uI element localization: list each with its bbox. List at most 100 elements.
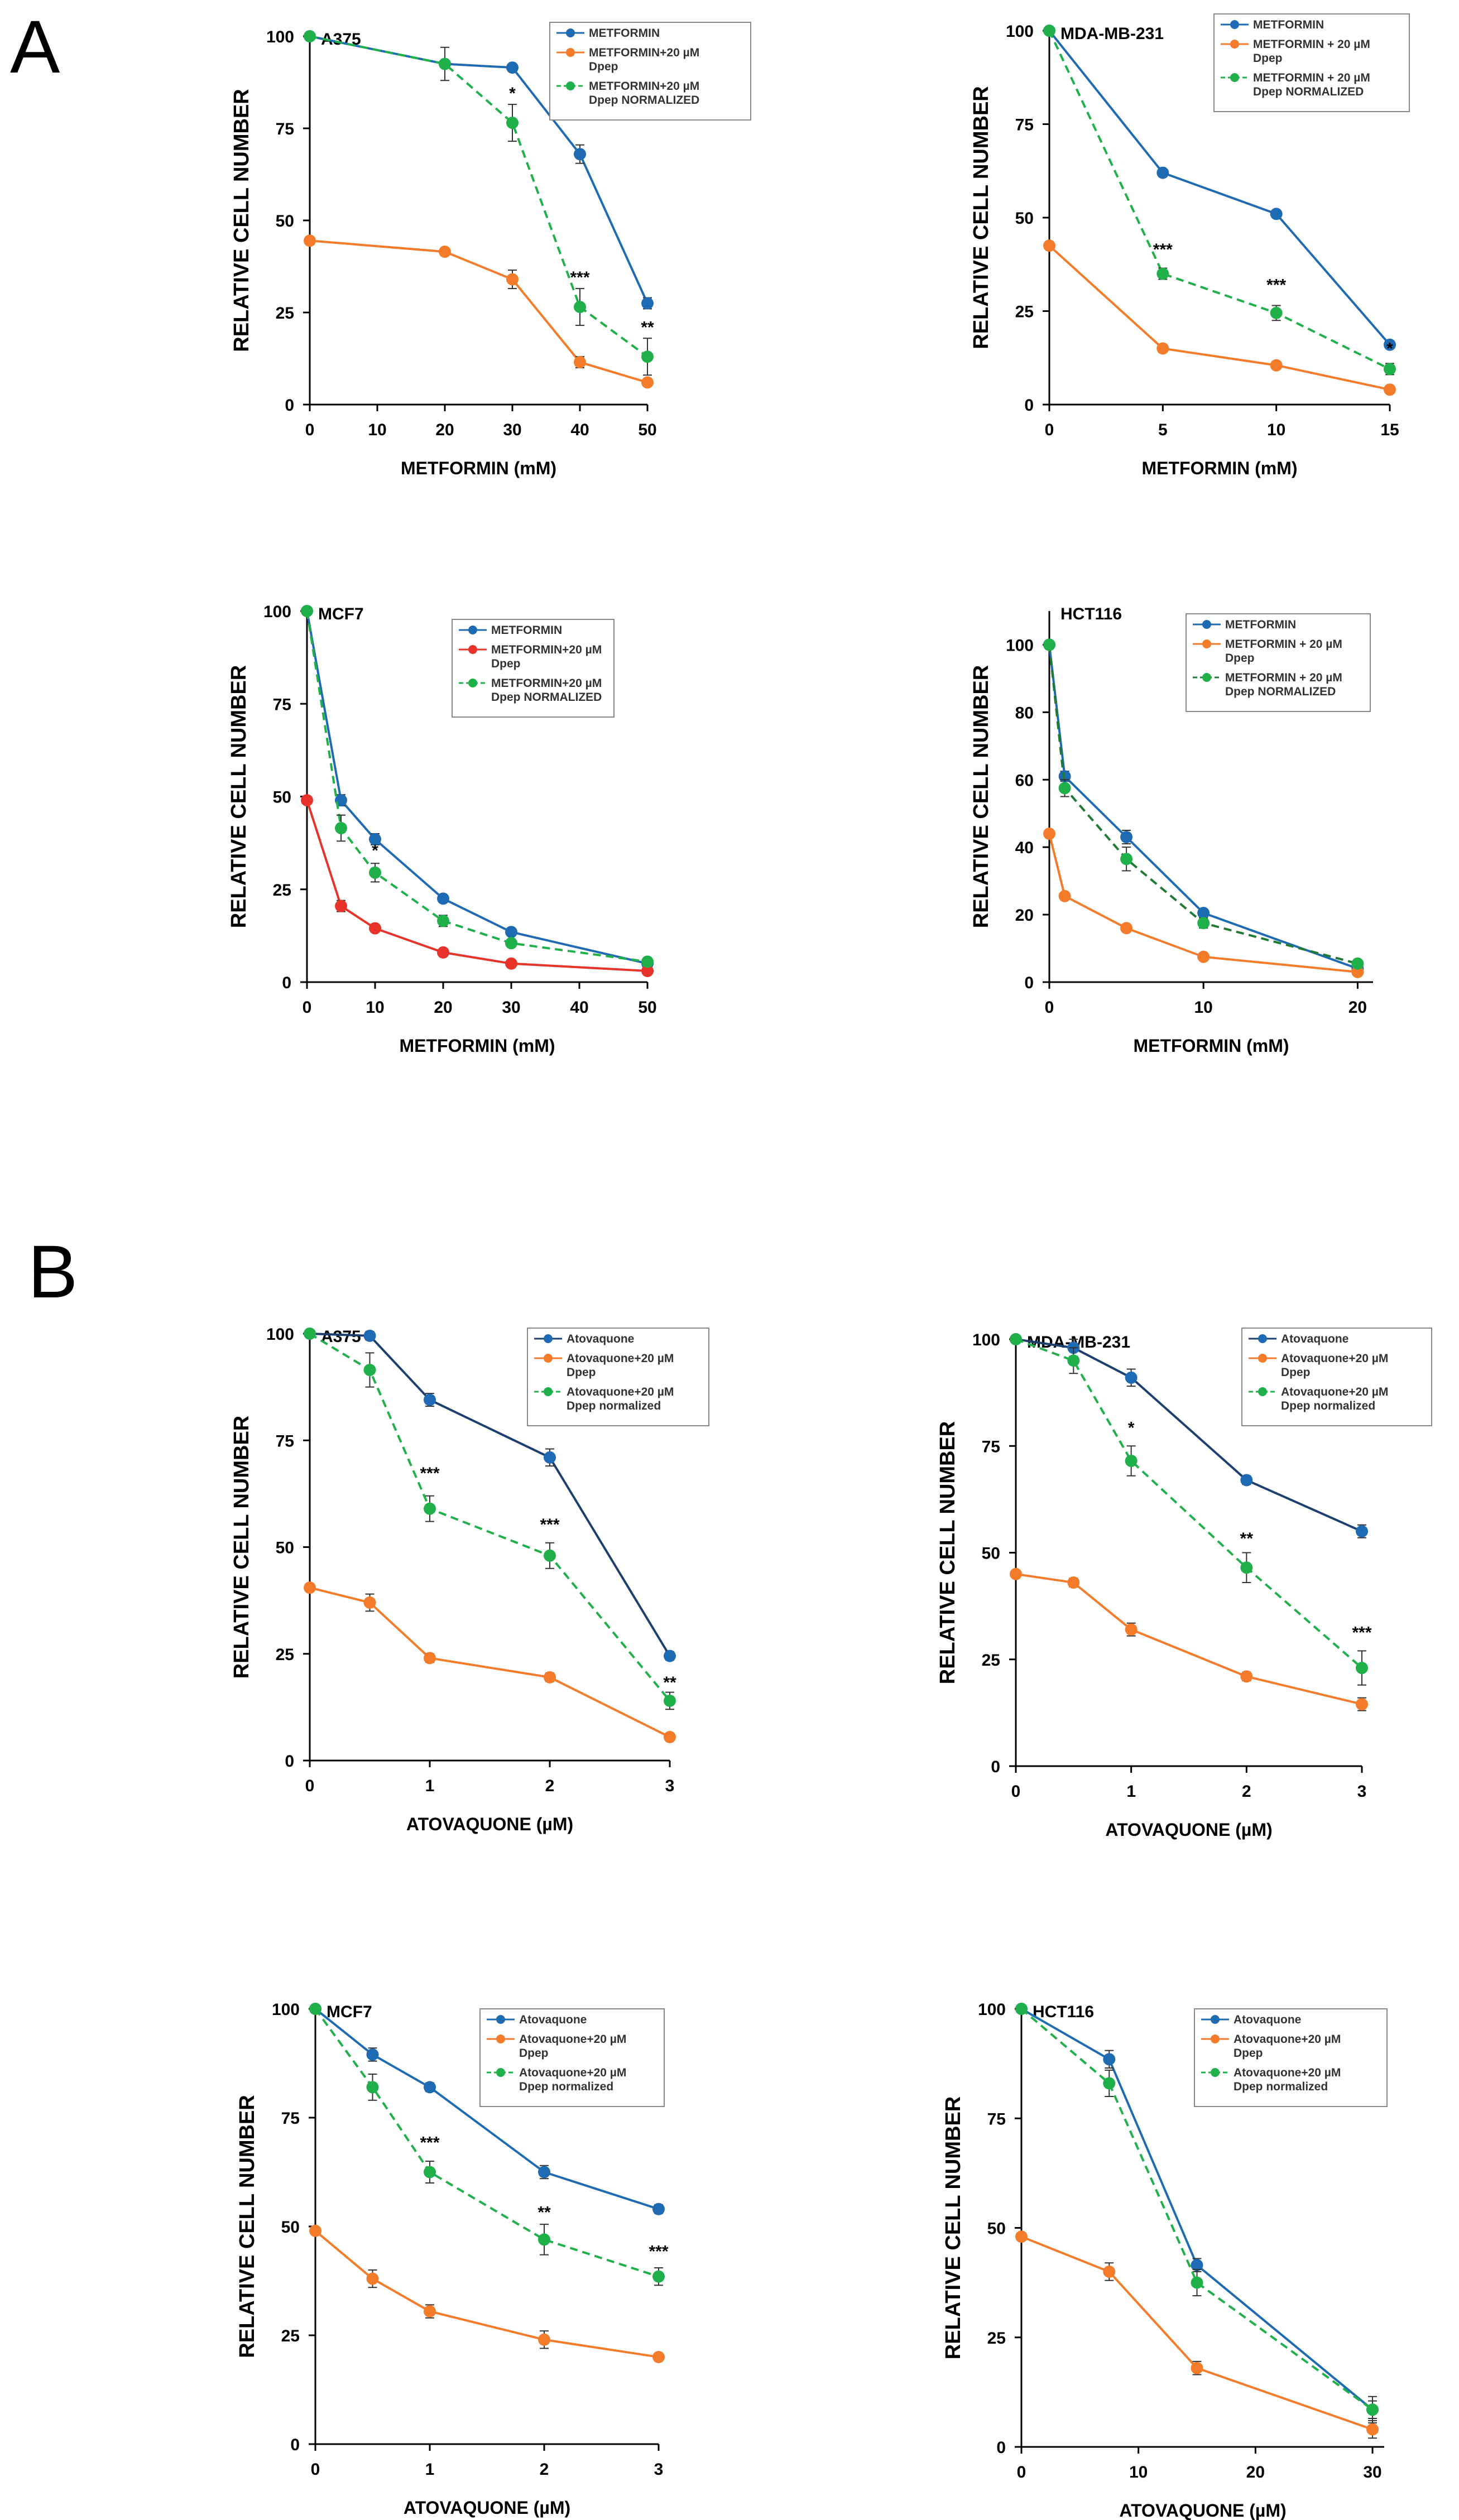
y-tick-label: 50 [281, 2218, 300, 2237]
data-point [1197, 950, 1210, 963]
data-point [439, 57, 451, 70]
x-tick-label: 0 [305, 421, 315, 439]
data-point [544, 1671, 556, 1684]
legend-label: Atovaquone+20 µM [567, 1352, 674, 1365]
data-point [1270, 359, 1283, 372]
data-point [1351, 965, 1364, 978]
legend-label: METFORMIN [491, 624, 562, 637]
data-point [363, 1364, 376, 1377]
series-line [309, 35, 649, 358]
y-axis-title: RELATIVE CELL NUMBER [970, 86, 993, 349]
series-line [1021, 2235, 1373, 2431]
chart-3: 0 25 50 75 100 0 10 20 30 40 50 METFORMIN (mM) RELAT… [227, 603, 657, 1056]
x-tick-label: 30 [502, 998, 520, 1017]
series-2 [309, 2224, 665, 2363]
x-tick-label: 20 [435, 421, 454, 439]
data-point [1015, 2003, 1028, 2015]
legend-label: Dpep NORMALIZED [1253, 85, 1364, 98]
legend-swatch-marker [1211, 2015, 1220, 2024]
y-tick-label: 0 [991, 1758, 1000, 1776]
x-tick-label: 3 [1357, 1782, 1367, 1801]
legend-label: Dpep normalized [1234, 2080, 1328, 2093]
legend-swatch-marker [468, 626, 477, 634]
legend-label: Atovaquone+20 µM [1281, 1386, 1388, 1398]
data-point [369, 833, 381, 845]
significance-label: ** [1240, 1530, 1254, 1548]
significance-label: *** [420, 1464, 439, 1483]
legend-swatch-marker [496, 2068, 505, 2077]
legend-label: Atovaquone+20 µM [1234, 2066, 1341, 2079]
data-point [1366, 2403, 1379, 2416]
series-line [1015, 1338, 1363, 1669]
data-point [1043, 828, 1055, 840]
legend-swatch-marker [496, 2015, 505, 2024]
y-tick-label: 0 [996, 2439, 1006, 2457]
significance-label: ** [641, 318, 654, 336]
significance-label: *** [1352, 1624, 1371, 1642]
legend-swatch-marker [468, 645, 477, 654]
legend-box [1194, 2008, 1388, 2107]
y-tick-label: 50 [273, 788, 291, 807]
significance-label: ** [537, 2203, 551, 2221]
data-point [1156, 342, 1169, 355]
legend-swatch-marker [544, 1354, 553, 1363]
y-tick-label: 0 [285, 1752, 294, 1771]
series-1 [309, 2003, 665, 2215]
y-tick-label: 0 [285, 396, 294, 415]
y-tick-label: 25 [276, 304, 294, 323]
panel-label-a: A [10, 6, 60, 89]
legend-box [1186, 613, 1371, 712]
data-point [309, 2224, 321, 2237]
series-line [1048, 30, 1390, 371]
legend-label: Dpep [1253, 52, 1283, 65]
legend-label: METFORMIN+20 µM [491, 643, 602, 656]
data-point [1356, 1698, 1368, 1711]
significance-label: *** [420, 2134, 439, 2152]
data-point [538, 2166, 550, 2178]
data-point [1058, 782, 1071, 795]
legend-label: METFORMIN [1253, 18, 1324, 31]
series-line [1021, 2008, 1374, 2411]
data-point [1103, 2053, 1116, 2066]
data-point [538, 2333, 550, 2346]
legend-label: Dpep [1234, 2047, 1263, 2060]
data-point [1191, 2276, 1203, 2289]
x-axis-title: METFORMIN (mM) [399, 1036, 555, 1056]
data-point [309, 2003, 321, 2015]
y-axis-title: RELATIVE CELL NUMBER [230, 1416, 253, 1679]
y-axis-title: RELATIVE CELL NUMBER [227, 665, 251, 929]
x-tick-label: 2 [540, 2460, 549, 2479]
data-point [439, 246, 451, 258]
data-point [506, 273, 519, 286]
data-point [304, 234, 316, 247]
legend-swatch-marker [1211, 2035, 1220, 2043]
legend-label: Dpep [1281, 1366, 1311, 1379]
x-tick-label: 20 [1246, 2463, 1265, 2481]
data-point [538, 2233, 550, 2246]
y-tick-label: 0 [282, 974, 291, 992]
data-point [363, 1329, 376, 1342]
x-tick-label: 1 [1126, 1782, 1136, 1801]
x-tick-label: 1 [425, 2460, 435, 2479]
data-point [544, 1451, 556, 1464]
data-point [1191, 2259, 1203, 2272]
significance-label: * [1386, 340, 1393, 358]
legend-label: METFORMIN + 20 µM [1225, 638, 1342, 651]
legend-box [1241, 1328, 1432, 1426]
legend-box [527, 1328, 709, 1426]
legend-label: Dpep NORMALIZED [491, 691, 602, 704]
x-tick-label: 10 [1267, 421, 1285, 439]
series-line [1048, 244, 1390, 391]
data-point [1270, 208, 1283, 220]
data-point [652, 2351, 665, 2363]
data-point [1384, 338, 1396, 351]
y-tick-label: 25 [281, 2327, 300, 2345]
x-tick-label: 10 [1129, 2463, 1148, 2481]
y-tick-label: 25 [273, 881, 291, 900]
y-tick-label: 75 [281, 2109, 300, 2128]
data-point [366, 2081, 379, 2094]
chart-8: 0 25 50 75 100 0 10 20 30 ATOVAQUONE (µM) RELATIVE… [942, 2000, 1388, 2520]
y-tick-label: 25 [276, 1646, 294, 1664]
